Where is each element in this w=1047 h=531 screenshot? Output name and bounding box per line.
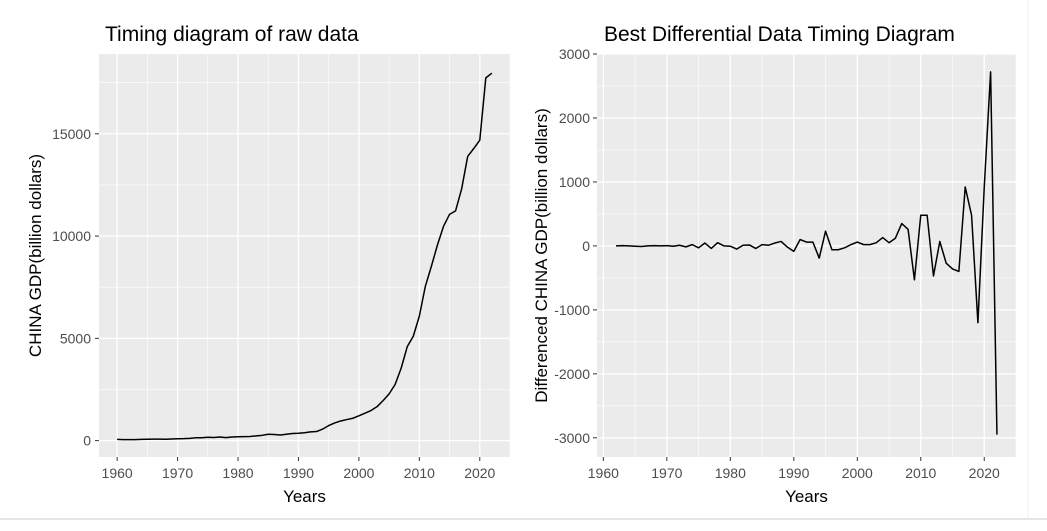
x-tick-label: 2010 — [404, 465, 435, 481]
plot-panel-background — [99, 54, 510, 457]
x-tick-label: 1980 — [715, 465, 746, 481]
chart-panel-2: 1960 1970 1980 1990 2000 2010 2020 -3000 -2000 -1… — [532, 23, 1016, 506]
chart-title: Timing diagram of raw data — [105, 23, 359, 46]
y-tick-label: 3000 — [559, 46, 590, 62]
y-axis-label: Differenced CHINA GDP(billion dollars) — [532, 108, 551, 402]
x-tick-label: 1990 — [283, 465, 314, 481]
y-axis-label: CHINA GDP(billion dollars) — [26, 154, 45, 357]
x-tick-label: 2000 — [343, 465, 374, 481]
y-tick-label: 0 — [83, 433, 91, 449]
x-tick-label: 1960 — [588, 465, 619, 481]
y-tick-label: -1000 — [554, 302, 590, 318]
x-tick-label: 2020 — [969, 465, 1000, 481]
x-axis-label: Years — [283, 487, 326, 506]
y-tick-label: 1000 — [559, 174, 590, 190]
y-tick-label: -3000 — [554, 430, 590, 446]
y-tick-label: 10000 — [52, 228, 91, 244]
plot-panel-background — [597, 54, 1016, 457]
x-tick-label: 2020 — [464, 465, 495, 481]
x-tick-label: 2010 — [905, 465, 936, 481]
y-tick-label: 2000 — [559, 110, 590, 126]
chart-title: Best Differential Data Timing Diagram — [604, 23, 955, 46]
y-tick-label: -2000 — [554, 366, 590, 382]
x-tick-label: 1980 — [222, 465, 253, 481]
x-tick-label: 1970 — [651, 465, 682, 481]
x-tick-label: 1990 — [778, 465, 809, 481]
y-tick-label: 5000 — [60, 330, 91, 346]
x-tick-label: 1960 — [102, 465, 133, 481]
y-tick-label: 15000 — [52, 126, 91, 142]
y-tick-label: 0 — [582, 238, 590, 254]
x-tick-label: 2000 — [842, 465, 873, 481]
x-tick-label: 1970 — [162, 465, 193, 481]
x-axis-label: Years — [785, 487, 828, 506]
